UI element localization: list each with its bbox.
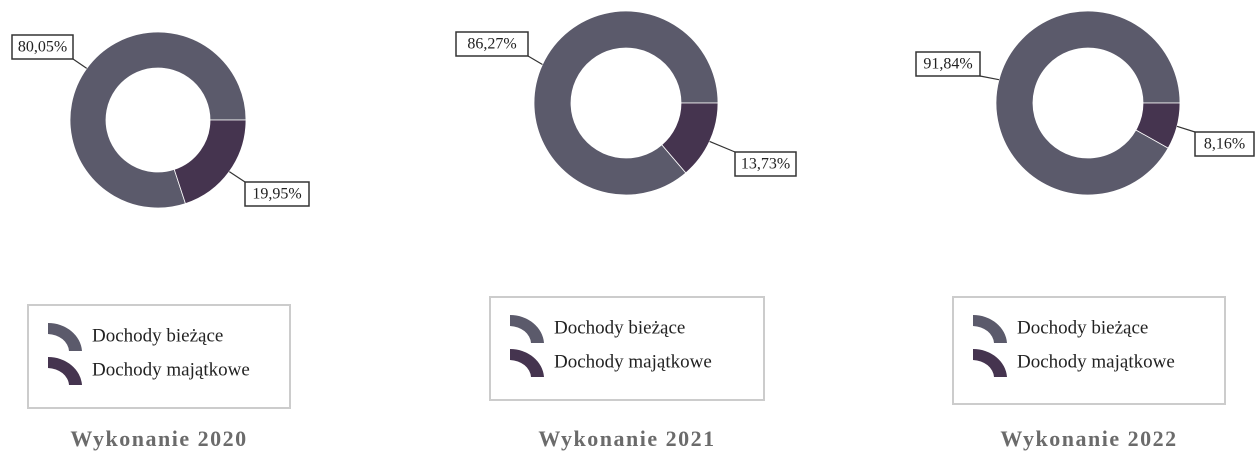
legend-icon bbox=[973, 348, 1007, 377]
data-label: 80,05% bbox=[18, 39, 67, 56]
legend-label: Dochody majątkowe bbox=[1017, 351, 1175, 372]
legend-label: Dochody majątkowe bbox=[554, 351, 712, 372]
label-box bbox=[734, 151, 797, 177]
legend-label: Dochody majątkowe bbox=[92, 359, 250, 380]
leader-line bbox=[228, 171, 246, 183]
legend-box bbox=[952, 296, 1226, 405]
data-label: 8,16% bbox=[1204, 136, 1245, 153]
data-label: 86,27% bbox=[467, 36, 516, 53]
label-box bbox=[1194, 131, 1255, 157]
legend-icon bbox=[510, 348, 544, 377]
donut-segment bbox=[995, 10, 1181, 196]
legend-box bbox=[27, 304, 291, 409]
label-box bbox=[244, 181, 310, 207]
data-label: 91,84% bbox=[923, 56, 972, 73]
legend-icon bbox=[973, 314, 1007, 343]
label-box bbox=[11, 34, 74, 60]
donut-segment bbox=[533, 10, 719, 196]
label-box bbox=[455, 31, 529, 57]
donut-segment bbox=[69, 31, 247, 209]
leader-line bbox=[1176, 125, 1196, 133]
legend-label: Dochody bieżące bbox=[1017, 317, 1148, 338]
donut-segment bbox=[173, 119, 247, 205]
donut-segment bbox=[1135, 102, 1181, 149]
legend-label: Dochody bieżące bbox=[92, 325, 223, 346]
data-label: 13,73% bbox=[741, 156, 790, 173]
leader-line bbox=[979, 75, 1000, 81]
chart-title: Wykonanie 2021 bbox=[538, 426, 715, 451]
leader-line bbox=[72, 58, 88, 69]
chart-title: Wykonanie 2022 bbox=[1000, 426, 1177, 451]
leader-line bbox=[709, 140, 736, 153]
leader-line bbox=[527, 55, 543, 66]
data-label: 19,95% bbox=[252, 186, 301, 203]
legend-icon bbox=[510, 314, 544, 343]
chart-title: Wykonanie 2020 bbox=[70, 426, 247, 451]
legend-box bbox=[489, 296, 765, 401]
legend-icon bbox=[48, 322, 82, 351]
legend-icon bbox=[48, 356, 82, 385]
label-box bbox=[915, 51, 981, 77]
donut-segment bbox=[661, 102, 719, 174]
legend-label: Dochody bieżące bbox=[554, 317, 685, 338]
